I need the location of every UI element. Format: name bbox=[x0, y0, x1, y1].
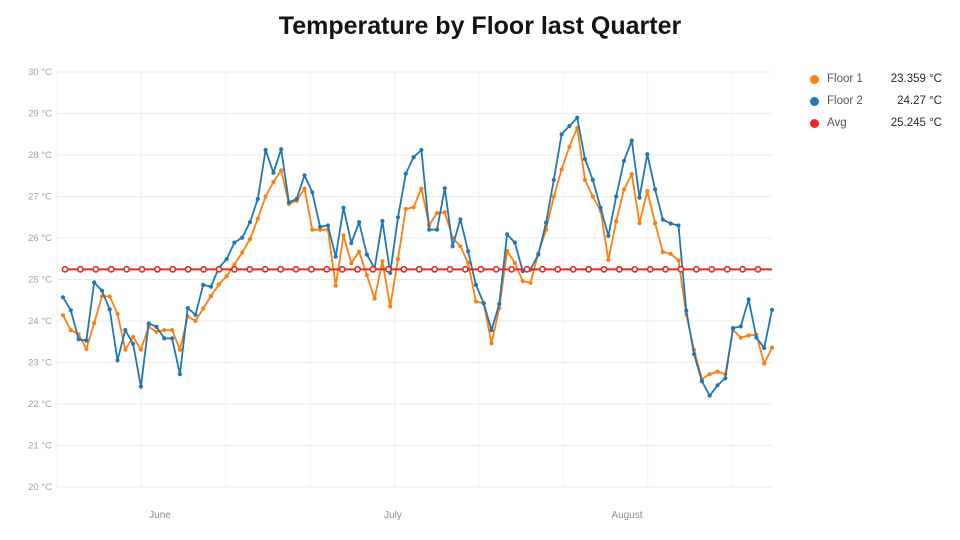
legend-value: 24.27 °C bbox=[897, 95, 942, 107]
svg-text:23 °C: 23 °C bbox=[28, 358, 52, 369]
svg-text:21 °C: 21 °C bbox=[28, 441, 52, 452]
legend-label: Floor 1 bbox=[827, 73, 863, 85]
legend-item-floor1[interactable]: Floor 1 23.359 °C bbox=[810, 70, 942, 88]
series-floor1[interactable] bbox=[60, 125, 775, 382]
x-axis-month-labels: June July August bbox=[149, 510, 643, 521]
legend-value: 23.359 °C bbox=[890, 73, 942, 85]
series-floor2[interactable] bbox=[60, 115, 775, 398]
svg-text:25 °C: 25 °C bbox=[28, 275, 52, 286]
legend-item-avg[interactable]: Avg 25.245 °C bbox=[810, 114, 942, 132]
floor2-dot-icon bbox=[810, 96, 819, 106]
svg-text:22 °C: 22 °C bbox=[28, 399, 52, 410]
svg-text:August: August bbox=[611, 510, 642, 521]
svg-text:30 °C: 30 °C bbox=[28, 67, 52, 78]
page-title: Temperature by Floor last Quarter bbox=[278, 12, 682, 40]
svg-text:28 °C: 28 °C bbox=[28, 150, 52, 161]
horizontal-gridlines bbox=[57, 71, 772, 488]
svg-text:24 °C: 24 °C bbox=[28, 316, 52, 327]
svg-text:July: July bbox=[384, 510, 402, 521]
svg-text:20 °C: 20 °C bbox=[28, 482, 52, 493]
avg-dot-icon bbox=[810, 118, 819, 128]
legend-item-floor2[interactable]: Floor 2 24.27 °C bbox=[810, 92, 942, 110]
chart-legend: Floor 1 23.359 °C Floor 2 24.27 °C Avg 2… bbox=[810, 70, 942, 132]
floor1-dot-icon bbox=[810, 74, 819, 84]
legend-label: Avg bbox=[827, 117, 847, 129]
avg-line[interactable] bbox=[61, 265, 772, 273]
y-axis-tick-labels: 20 °C 21 °C 22 °C 23 °C 24 °C 25 °C 26 °C 27 °C… bbox=[28, 67, 52, 493]
legend-value: 25.245 °C bbox=[890, 117, 942, 129]
svg-text:June: June bbox=[149, 510, 171, 521]
svg-text:26 °C: 26 °C bbox=[28, 233, 52, 244]
legend-label: Floor 2 bbox=[827, 95, 863, 107]
svg-text:27 °C: 27 °C bbox=[28, 192, 52, 203]
svg-text:29 °C: 29 °C bbox=[28, 109, 52, 120]
